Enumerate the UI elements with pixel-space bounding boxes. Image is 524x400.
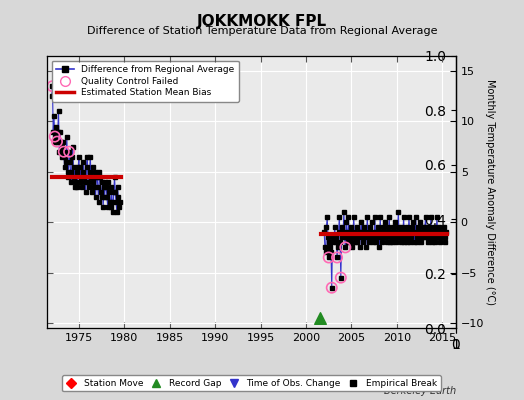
Point — [328, 284, 336, 291]
Point — [53, 138, 61, 145]
Point — [65, 148, 73, 155]
Y-axis label: Monthly Temperature Anomaly Difference (°C): Monthly Temperature Anomaly Difference (… — [485, 79, 495, 305]
Point — [50, 133, 59, 140]
Text: Berkeley Earth: Berkeley Earth — [384, 386, 456, 396]
Point — [341, 244, 350, 251]
Text: Difference of Station Temperature Data from Regional Average: Difference of Station Temperature Data f… — [87, 26, 437, 36]
Legend: Station Move, Record Gap, Time of Obs. Change, Empirical Break: Station Move, Record Gap, Time of Obs. C… — [62, 375, 441, 392]
Legend: Difference from Regional Average, Quality Control Failed, Estimated Station Mean: Difference from Regional Average, Qualit… — [52, 60, 239, 102]
Point — [60, 148, 68, 155]
Point — [315, 315, 324, 321]
Text: JOKKMOKK FPL: JOKKMOKK FPL — [197, 14, 327, 29]
Point — [336, 274, 345, 281]
Point — [333, 254, 341, 261]
Point — [324, 254, 333, 261]
Point — [48, 83, 57, 90]
